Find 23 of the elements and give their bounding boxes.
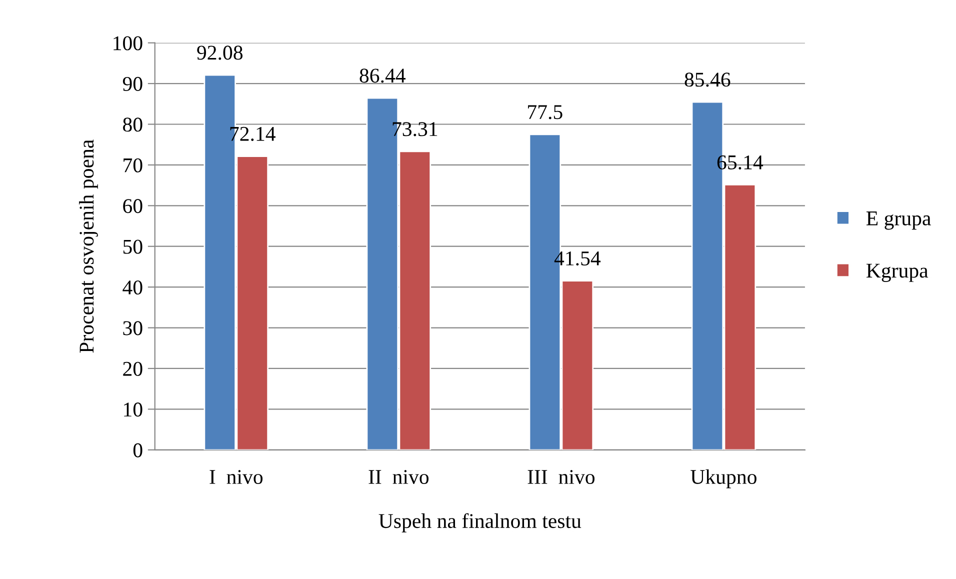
data-label: 85.46 — [684, 72, 730, 87]
y-tick-label: 30 — [123, 321, 142, 336]
data-label: 92.08 — [197, 46, 243, 60]
legend-label: Kgrupa — [866, 264, 928, 282]
y-tick-label: 90 — [122, 76, 142, 91]
legend-label: E grupa — [866, 212, 931, 230]
x-tick-label: III nivo — [528, 470, 595, 484]
y-tick-label: 20 — [123, 362, 142, 376]
x-tick-label: II nivo — [368, 470, 429, 484]
y-tick-label: 80 — [123, 118, 142, 132]
x-tick-label: Ukupno — [690, 469, 756, 488]
data-label: 77.5 — [528, 105, 562, 120]
y-tick-label: 10 — [124, 402, 142, 417]
y-tick-label: 100 — [114, 36, 142, 50]
y-axis-title: Procenat osvojenih poena — [79, 140, 98, 353]
x-tick-label: I nivo — [210, 470, 263, 484]
data-label: 86.44 — [360, 68, 406, 83]
y-tick-label: 60 — [123, 199, 142, 214]
x-axis-title: Uspeh na finalnom testu — [378, 513, 582, 532]
y-tick-label: 40 — [122, 280, 142, 294]
y-tick-label: 50 — [123, 240, 142, 254]
y-tick-label: 70 — [124, 158, 142, 172]
y-tick-label: 0 — [133, 443, 142, 458]
